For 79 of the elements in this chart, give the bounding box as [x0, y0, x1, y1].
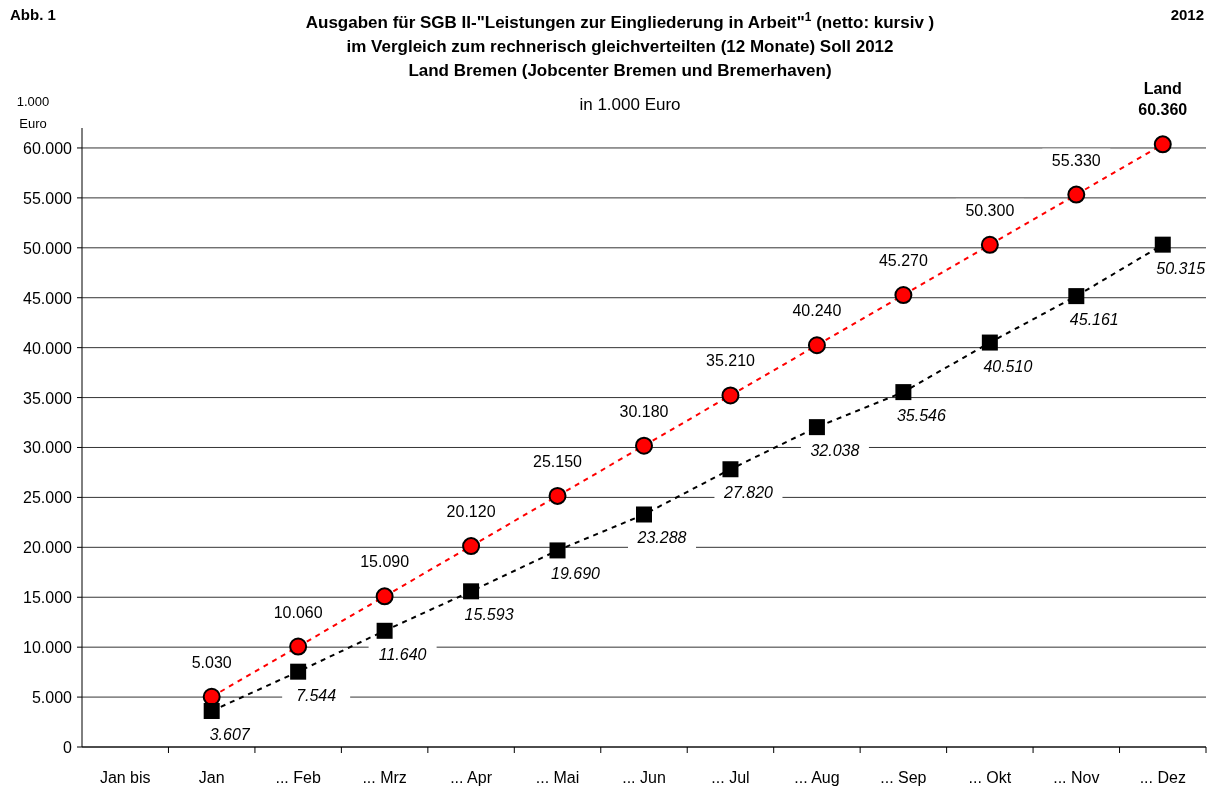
data-label: 35.210 [705, 352, 756, 370]
y-tick-label: 45.000 [23, 289, 73, 307]
y-tick-label: 15.000 [23, 589, 73, 607]
text: 2012 [1170, 6, 1204, 23]
point [1068, 288, 1085, 305]
point [203, 702, 220, 719]
data-label: 15.593 [464, 606, 514, 624]
data-label: 11.640 [378, 645, 427, 663]
y-tick-label: 20.000 [23, 539, 73, 557]
point [721, 386, 740, 405]
x-tick-label: ... Mai [535, 769, 580, 786]
text: Land [1143, 80, 1182, 97]
data-label: 40.510 [983, 357, 1033, 375]
y-tick-label: 0 [63, 739, 73, 756]
y-axis-title: 1.000 Euro [16, 94, 50, 131]
point [289, 637, 308, 656]
point [376, 622, 393, 639]
point [549, 542, 566, 559]
caption: Abb. 1 [10, 6, 56, 23]
x-tick-label: ... Dez [1139, 769, 1186, 786]
data-label: 35.546 [896, 407, 946, 425]
y-tick-label: 50.000 [23, 239, 73, 257]
point [1067, 185, 1086, 204]
data-label: 50.315 [1156, 259, 1206, 277]
x-tick-label: ... Feb [275, 769, 321, 786]
chart-subtitle: in 1.000 Euro [579, 95, 681, 114]
data-label: 45.161 [1069, 311, 1119, 329]
data-label: 15.090 [360, 553, 410, 571]
data-label: 40.240 [792, 302, 842, 320]
y-tick-label: 55.000 [23, 189, 73, 207]
x-tick-label: ... Aug [794, 769, 840, 786]
point [980, 235, 999, 254]
y-tick-label: 5.000 [31, 689, 73, 707]
point [981, 334, 998, 351]
x-tick-label: ... Jul [711, 769, 750, 786]
y-tick-label: 25.000 [23, 489, 73, 507]
data-label: 10.060 [273, 603, 323, 621]
data-label: 20.120 [446, 503, 496, 521]
point [548, 486, 567, 505]
point [722, 461, 739, 478]
data-label: 3.607 [209, 725, 251, 743]
data-label: 27.820 [722, 484, 774, 502]
x-tick-label: Jan [198, 769, 225, 786]
y-tick-label: 40.000 [23, 339, 73, 357]
y-tick-label: 10.000 [23, 639, 73, 657]
x-tick-label: ... Sep [880, 769, 927, 786]
point [1153, 135, 1172, 154]
x-tick-label: Jan bis [99, 769, 151, 786]
data-label: 60.360 [1138, 101, 1188, 119]
point [894, 286, 913, 305]
data-label: 50.300 [965, 201, 1015, 219]
y-tick-label: 35.000 [23, 389, 73, 407]
data-label: 7.544 [296, 686, 337, 704]
point [636, 506, 652, 523]
data-label: 30.180 [619, 402, 669, 420]
data-label: 5.030 [191, 653, 232, 671]
point [375, 587, 394, 606]
y-tick-label: 60.000 [23, 139, 73, 157]
point [807, 336, 826, 355]
point [463, 583, 480, 600]
data-label: 19.690 [551, 565, 601, 583]
point [895, 384, 912, 401]
data-label: 45.270 [878, 252, 928, 270]
chart-title: Ausgaben für SGB II-"Leistungen zur Eingliederung in Arbeit"$^{1}$ (netto: kursiv ) im Vergleich zum rechnerisch gleichverteilten (12 Monate) Soll 2012 Land Bremen (Jobcenter Bremen und Bremerhaven) [305, 10, 935, 80]
x-tick-label: ... Okt [968, 769, 1012, 786]
data-label: 23.288 [636, 529, 687, 547]
data-label: 25.150 [533, 452, 583, 470]
y-tick-label: 30.000 [23, 439, 73, 457]
point [1154, 236, 1171, 253]
point [635, 436, 653, 455]
data-label: 32.038 [810, 442, 860, 460]
x-tick-label: ... Nov [1053, 769, 1100, 786]
x-tick-label: ... Apr [450, 769, 493, 786]
point [462, 537, 481, 556]
data-label: 55.330 [1051, 151, 1101, 169]
x-tick-label: ... Mrz [362, 769, 407, 786]
point [290, 663, 307, 680]
point [808, 419, 825, 436]
x-tick-label: ... Jun [622, 769, 666, 786]
